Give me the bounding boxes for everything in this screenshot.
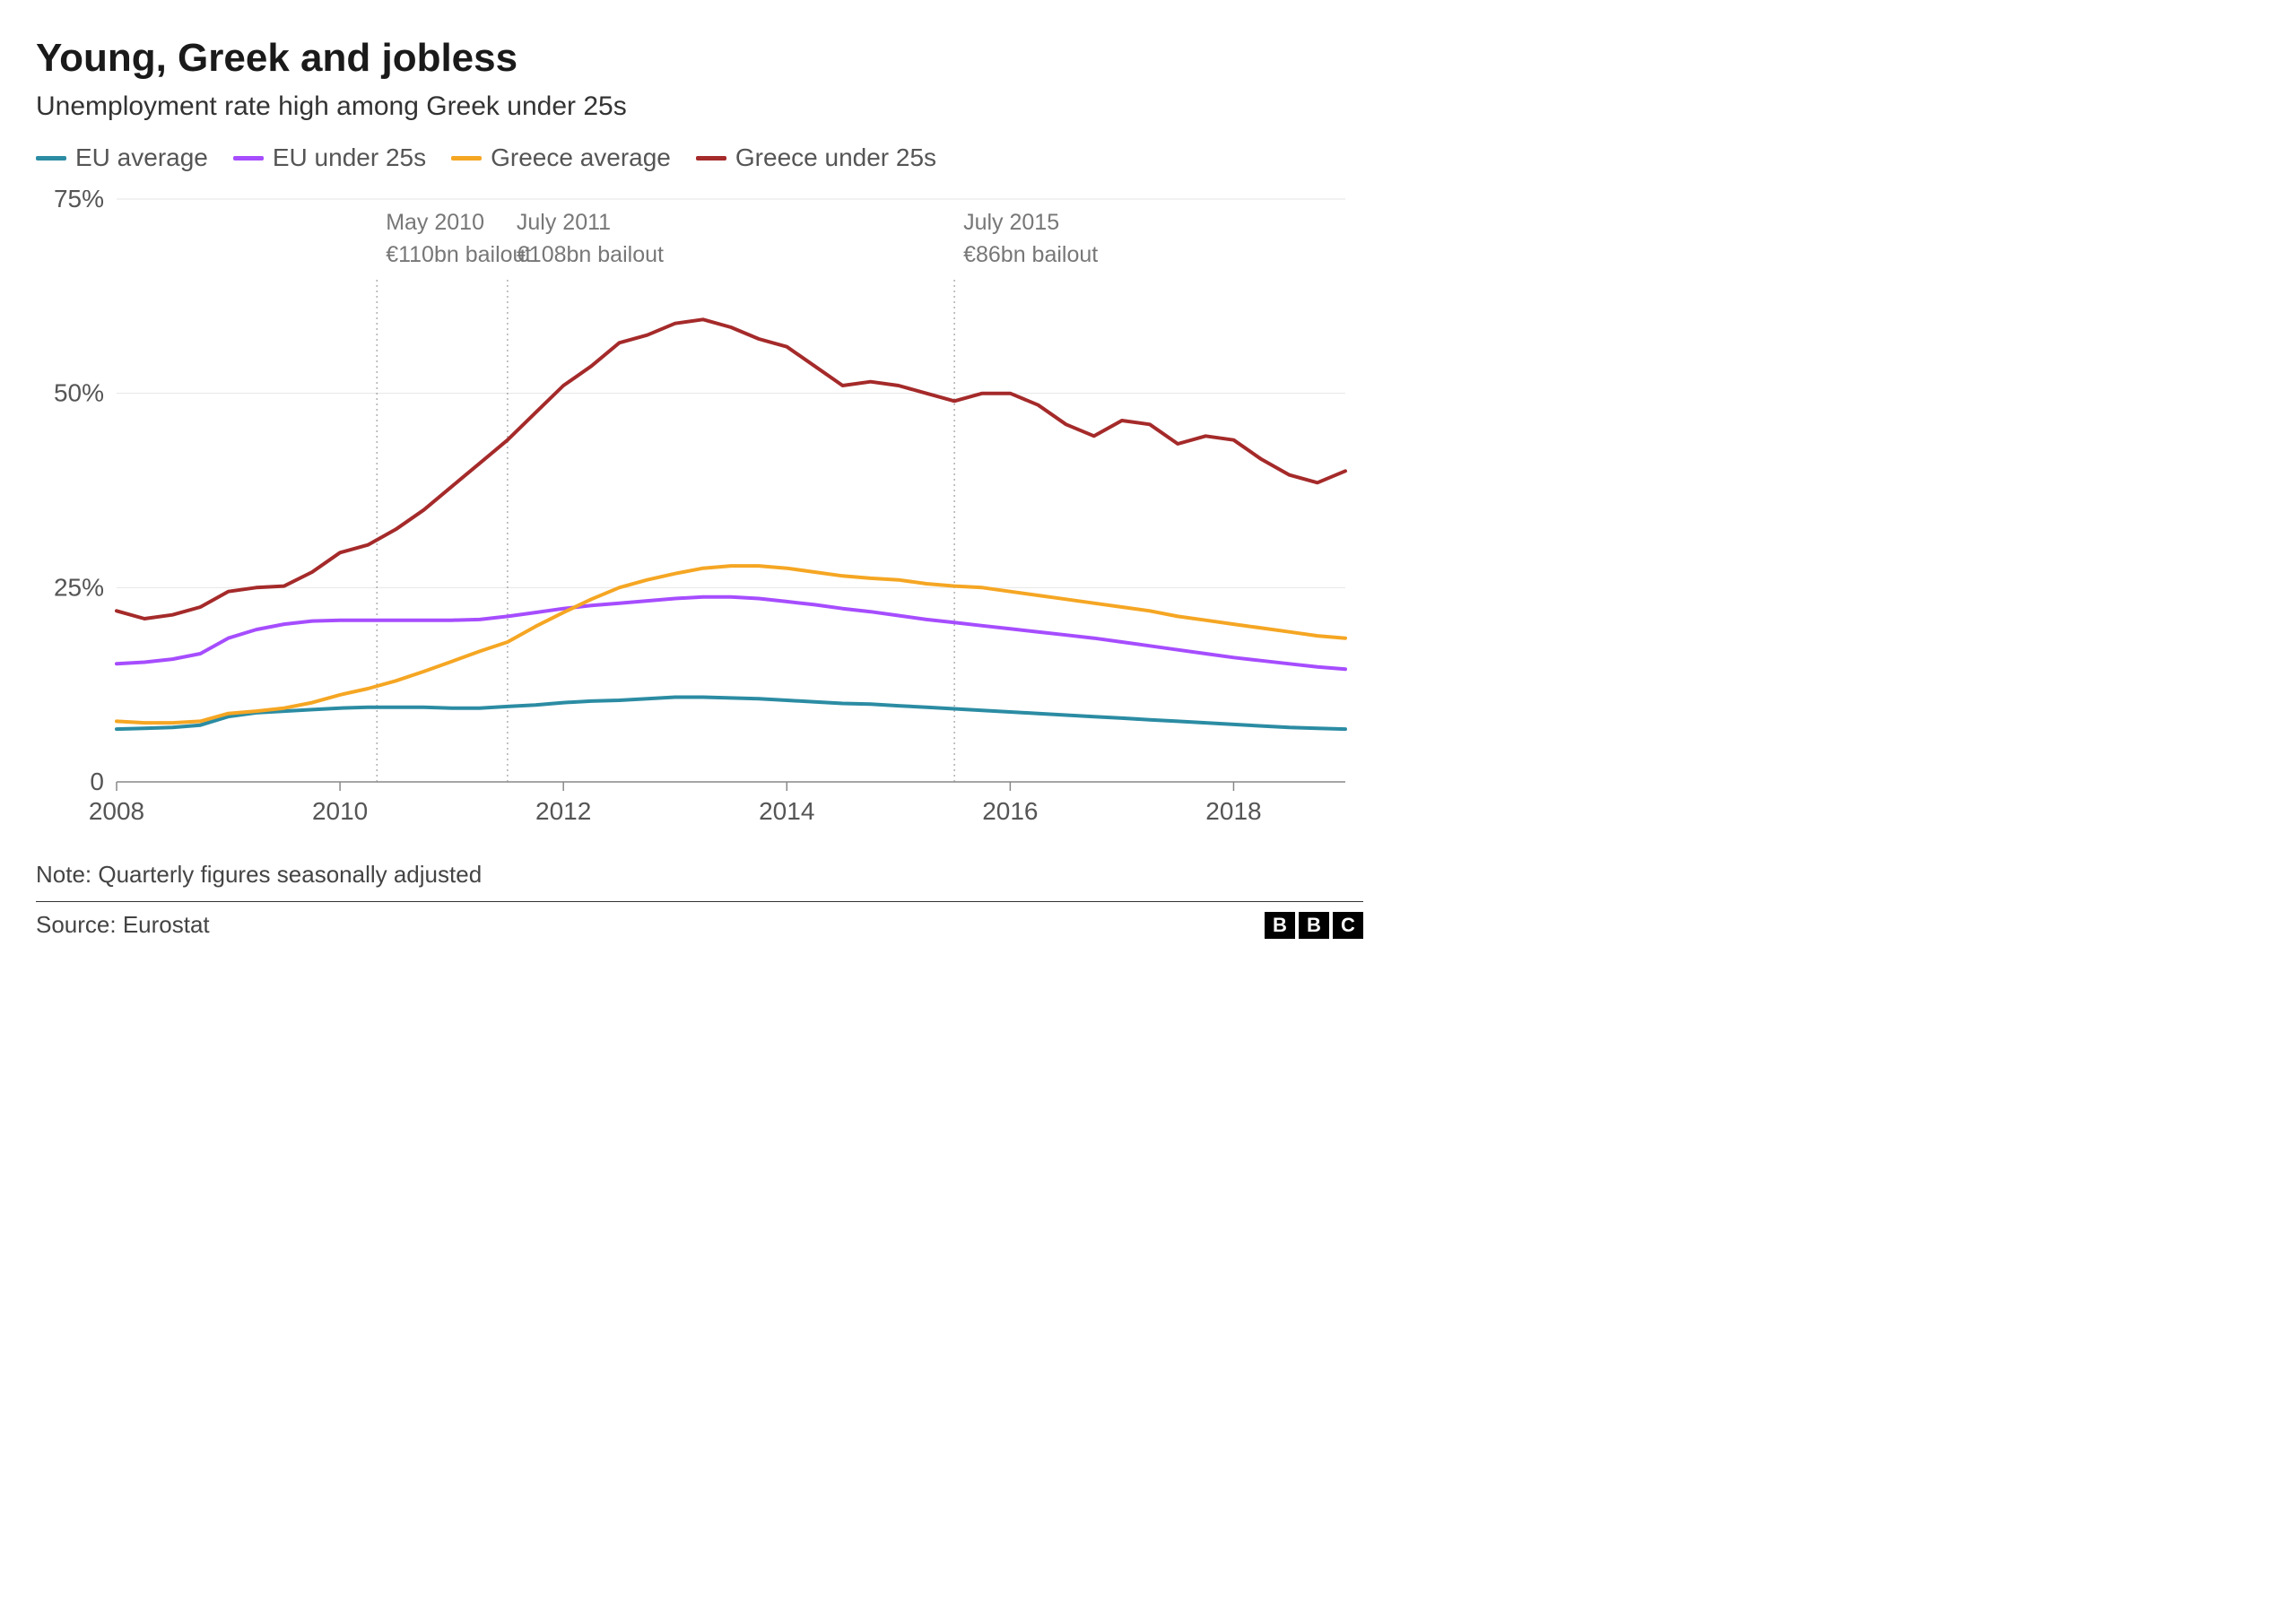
chart-container: Young, Greek and jobless Unemployment ra…	[36, 36, 1363, 939]
svg-text:€110bn bailout: €110bn bailout	[386, 242, 531, 267]
bbc-logo-letter: C	[1333, 912, 1363, 939]
svg-text:25%: 25%	[54, 573, 104, 601]
legend-label: Greece under 25s	[735, 143, 936, 172]
bbc-logo: B B C	[1265, 912, 1363, 939]
source-text: Source: Eurostat	[36, 911, 210, 939]
svg-text:July 2015: July 2015	[963, 210, 1059, 235]
svg-text:75%: 75%	[54, 190, 104, 213]
svg-text:2012: 2012	[535, 797, 591, 825]
svg-text:2014: 2014	[759, 797, 814, 825]
svg-text:May 2010: May 2010	[386, 210, 484, 235]
legend-swatch	[233, 156, 264, 161]
svg-text:July 2011: July 2011	[517, 210, 611, 235]
legend-item: EU under 25s	[233, 143, 426, 172]
chart-title: Young, Greek and jobless	[36, 36, 1363, 81]
legend-label: Greece average	[491, 143, 671, 172]
legend-item: Greece average	[451, 143, 671, 172]
line-chart-svg: 0 25% 50% 75% May 2010 €110bn bailout July 201…	[36, 190, 1363, 836]
chart-subtitle: Unemployment rate high among Greek under…	[36, 91, 1363, 122]
chart-note: Note: Quarterly figures seasonally adjus…	[36, 861, 1363, 889]
legend-item: Greece under 25s	[696, 143, 936, 172]
bbc-logo-letter: B	[1299, 912, 1329, 939]
svg-text:2016: 2016	[982, 797, 1038, 825]
legend-swatch	[36, 156, 66, 161]
legend-swatch	[696, 156, 726, 161]
svg-text:€86bn bailout: €86bn bailout	[963, 242, 1098, 267]
legend: EU average EU under 25s Greece average G…	[36, 143, 1363, 172]
footer-divider	[36, 901, 1363, 902]
svg-text:2008: 2008	[89, 797, 144, 825]
svg-text:50%: 50%	[54, 379, 104, 407]
footer-row: Source: Eurostat B B C	[36, 911, 1363, 939]
svg-text:€108bn bailout: €108bn bailout	[517, 242, 664, 267]
legend-item: EU average	[36, 143, 208, 172]
legend-swatch	[451, 156, 482, 161]
legend-label: EU average	[75, 143, 208, 172]
svg-text:0: 0	[90, 768, 104, 795]
svg-text:2018: 2018	[1205, 797, 1261, 825]
bbc-logo-letter: B	[1265, 912, 1295, 939]
svg-text:2010: 2010	[312, 797, 368, 825]
legend-label: EU under 25s	[273, 143, 426, 172]
plot-area: 0 25% 50% 75% May 2010 €110bn bailout July 201…	[36, 190, 1363, 836]
